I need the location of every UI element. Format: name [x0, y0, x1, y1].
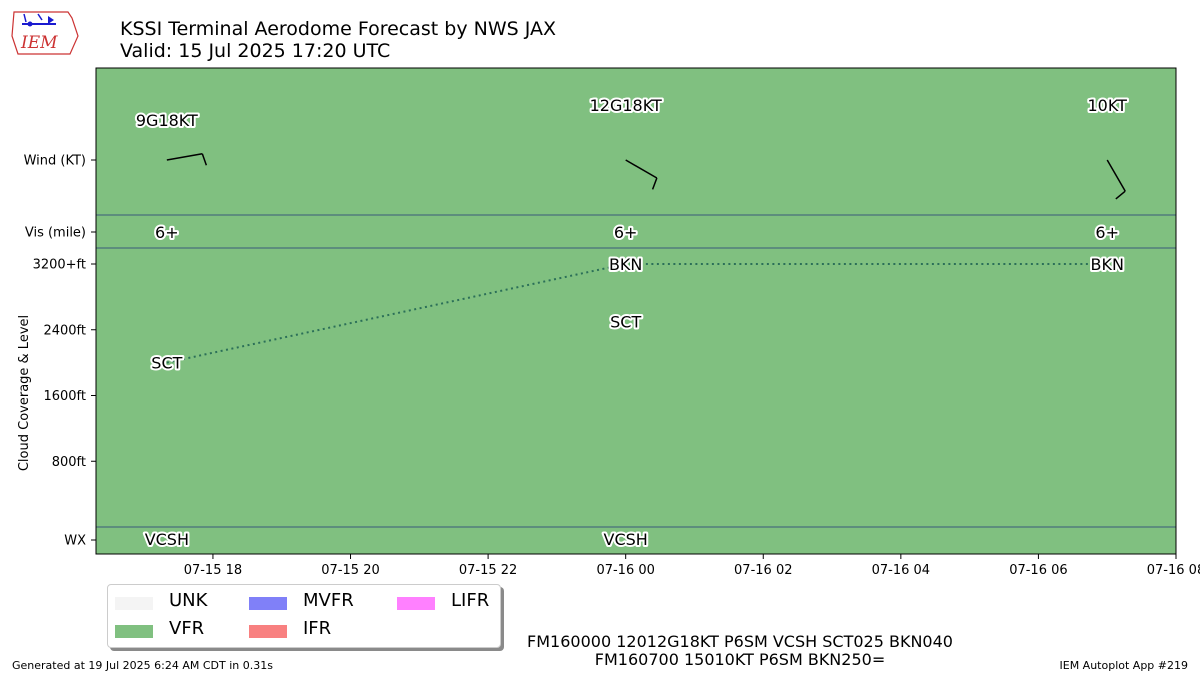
- wind-barb: [1106, 159, 1126, 200]
- visibility-label: 6+: [155, 223, 179, 242]
- legend: UNK VFR MVFR IFR LIFR: [107, 584, 501, 648]
- raw-taf-text: FM160000 12012G18KT P6SM VCSH SCT025 BKN…: [480, 633, 1000, 669]
- wind-barb: [166, 153, 208, 166]
- x-tick-label: 07-15 20: [321, 563, 379, 578]
- vfr-background: [96, 68, 1176, 554]
- wind-label: 9G18KT: [136, 111, 198, 130]
- raw-taf-line-2: FM160700 15010KT P6SM BKN250=: [594, 650, 886, 669]
- cloud-label: SCT: [151, 354, 182, 373]
- x-tick-label: 07-16 06: [1009, 563, 1067, 578]
- cloud-label: SCT: [610, 313, 641, 332]
- y-axis-label: Cloud Coverage & Level: [17, 315, 32, 471]
- legend-label-unk: UNK: [169, 590, 208, 611]
- chart-subtitle: Valid: 15 Jul 2025 17:20 UTC: [120, 40, 391, 62]
- legend-swatch-mvfr: [249, 597, 287, 610]
- logo-text: IEM: [20, 33, 58, 53]
- legend-label-vfr: VFR: [169, 618, 205, 639]
- raw-taf-line-1: FM160000 12012G18KT P6SM VCSH SCT025 BKN…: [527, 632, 953, 651]
- y-tick-label: WX: [64, 534, 86, 549]
- cloud-label: BKN: [1090, 255, 1123, 274]
- ceiling-line: [166, 263, 1108, 364]
- footer-generated: Generated at 19 Jul 2025 6:24 AM CDT in …: [12, 659, 273, 672]
- legend-label-mvfr: MVFR: [303, 590, 354, 611]
- wx-label: VCSH: [145, 530, 189, 549]
- y-tick-label: 1600ft: [43, 389, 86, 404]
- legend-swatch-ifr: [249, 625, 287, 638]
- y-tick-label: 800ft: [52, 455, 86, 470]
- legend-label-lifr: LIFR: [451, 590, 490, 611]
- plot-frame: [95, 67, 1177, 555]
- wind-label: 12G18KT: [590, 96, 662, 115]
- wind-barb-feather: [1115, 190, 1126, 200]
- wind-barb-feather: [651, 177, 658, 190]
- legend-swatch-unk: [115, 597, 153, 610]
- x-tick-label: 07-16 04: [872, 563, 930, 578]
- x-tick-label: 07-16 00: [596, 563, 654, 578]
- wind-barb-shaft: [1106, 159, 1126, 192]
- chart-title: KSSI Terminal Aerodome Forecast by NWS J…: [120, 18, 557, 40]
- wind-barb: [625, 159, 658, 190]
- y-tick-label: 2400ft: [43, 323, 86, 338]
- x-tick-label: 07-16 08: [1147, 563, 1200, 578]
- x-tick-label: 07-16 02: [734, 563, 792, 578]
- wind-barb-shaft: [625, 159, 658, 179]
- legend-swatch-vfr: [115, 625, 153, 638]
- wind-label: 10KT: [1088, 96, 1128, 115]
- y-tick-label: Wind (KT): [24, 154, 86, 169]
- footer-app: IEM Autoplot App #219: [1059, 659, 1189, 672]
- x-tick-label: 07-15 22: [459, 563, 517, 578]
- iem-logo: IEM: [8, 6, 80, 58]
- y-tick-label: 3200+ft: [33, 258, 86, 273]
- wx-label: VCSH: [604, 530, 648, 549]
- legend-label-ifr: IFR: [303, 618, 332, 639]
- wind-barb-feather: [201, 153, 208, 166]
- visibility-label: 6+: [1095, 223, 1119, 242]
- y-tick-label: Vis (mile): [25, 226, 86, 241]
- cloud-label: BKN: [609, 255, 642, 274]
- wind-barb-shaft: [166, 153, 203, 161]
- x-tick-label: 07-15 18: [184, 563, 242, 578]
- visibility-label: 6+: [614, 223, 638, 242]
- legend-swatch-lifr: [397, 597, 435, 610]
